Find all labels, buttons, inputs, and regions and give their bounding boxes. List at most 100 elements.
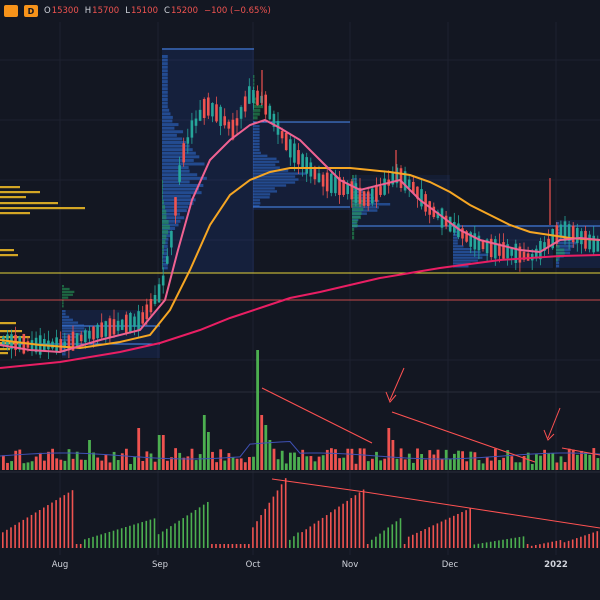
oscillator-bar (461, 512, 463, 548)
volume-bar (276, 459, 280, 470)
oscillator-bar (477, 543, 480, 548)
volume-bar (63, 460, 67, 470)
profile-bar (253, 139, 260, 143)
oscillator-bar (149, 519, 152, 548)
candle-body (243, 96, 247, 112)
candle-body (379, 186, 382, 195)
profile-bar (253, 136, 260, 140)
oscillator-bar (403, 544, 406, 548)
interval-badge[interactable]: D (24, 5, 38, 17)
oscillator-bar (407, 536, 410, 548)
candle-body (567, 224, 571, 242)
oscillator-bar (330, 512, 332, 548)
profile-bar (352, 175, 355, 179)
oscillator-bar (252, 527, 254, 548)
candle-body (92, 326, 95, 340)
volume-bar (2, 455, 5, 470)
oscillator-bar (14, 524, 16, 548)
candle-body (346, 183, 349, 195)
profile-bar (162, 235, 167, 240)
profile-bar (253, 202, 261, 205)
volume-bar (133, 456, 136, 470)
profile-bar (162, 234, 173, 238)
candle-body (354, 183, 358, 203)
time-axis: Aug Sep Oct Nov Dec 2022 (52, 560, 568, 570)
candle-body (305, 157, 308, 174)
volume-bar (489, 460, 493, 470)
moving-averages (0, 118, 600, 369)
oscillator-bar (412, 534, 414, 548)
volume-bar (448, 459, 452, 470)
profile-bar (162, 105, 168, 109)
volume-bar (256, 350, 259, 470)
oscillator-bar (153, 518, 156, 548)
profile-bar (162, 155, 200, 159)
profile-bar (162, 191, 202, 195)
time-axis-label: Oct (246, 560, 261, 570)
profile-bar (162, 62, 168, 66)
oscillator-bar (395, 521, 398, 548)
horizontal-levels (0, 272, 600, 301)
profile-bar (62, 296, 69, 299)
volume-bar (457, 450, 460, 470)
symbol-logo-icon[interactable] (4, 5, 18, 17)
oscillator-bar (157, 534, 160, 548)
oscillator-bar (104, 533, 107, 548)
profile-bar (62, 302, 64, 305)
oscillator-bar (239, 544, 242, 548)
profile-bar (162, 248, 168, 252)
profile-bar (253, 193, 271, 196)
candle-body (141, 312, 144, 324)
profile-bar (162, 87, 168, 91)
profile-bar (556, 264, 560, 268)
candle-body (403, 171, 407, 191)
candle-body (256, 90, 259, 106)
profile-bar (62, 318, 73, 321)
low-value: L 15100 (125, 6, 158, 16)
volume-bar (166, 460, 169, 470)
profile-bar (62, 299, 64, 302)
candle-body (448, 216, 452, 232)
volume-bar (465, 461, 469, 470)
candle-body (440, 208, 444, 228)
profile-bar (162, 90, 168, 94)
profile-bar (62, 330, 88, 333)
volume-bar (141, 460, 145, 470)
price-change: −100 (−0.65%) (203, 6, 271, 16)
oscillator-bar (510, 538, 512, 548)
profile-bar (352, 203, 363, 207)
candle-body (198, 109, 202, 121)
volume-bar (18, 449, 22, 470)
oscillator-bar (469, 508, 471, 548)
candle-body (506, 244, 509, 259)
profile-bar (162, 169, 190, 173)
candle-body (284, 132, 288, 151)
profile-bar (453, 236, 458, 239)
oscillator-bar (440, 521, 443, 548)
oscillator-bar (71, 490, 74, 548)
oscillator-bar (436, 523, 439, 548)
volume-bars (0, 350, 600, 470)
candle-body (424, 194, 427, 212)
oscillator-bar (161, 531, 164, 548)
oscillator-bar (301, 532, 303, 548)
profile-bar (162, 94, 168, 98)
volume-bar (75, 451, 79, 470)
candle-body (420, 189, 423, 207)
candle-body (563, 221, 567, 242)
high-value: H 15700 (84, 6, 120, 16)
candle-body (84, 330, 87, 343)
oscillator-bar (346, 500, 348, 548)
oscillator-bar (453, 515, 455, 548)
volume-bar (366, 461, 370, 470)
oscillator-bar (317, 520, 320, 548)
session-profile-bar (0, 202, 58, 205)
oscillator-bar (186, 515, 189, 548)
volume-bar (432, 454, 436, 470)
oscillator-bar (96, 535, 98, 548)
oscillator-bar (584, 535, 586, 548)
volume-bar (522, 455, 526, 470)
profile-bar (453, 250, 481, 254)
candle-body (535, 248, 538, 259)
